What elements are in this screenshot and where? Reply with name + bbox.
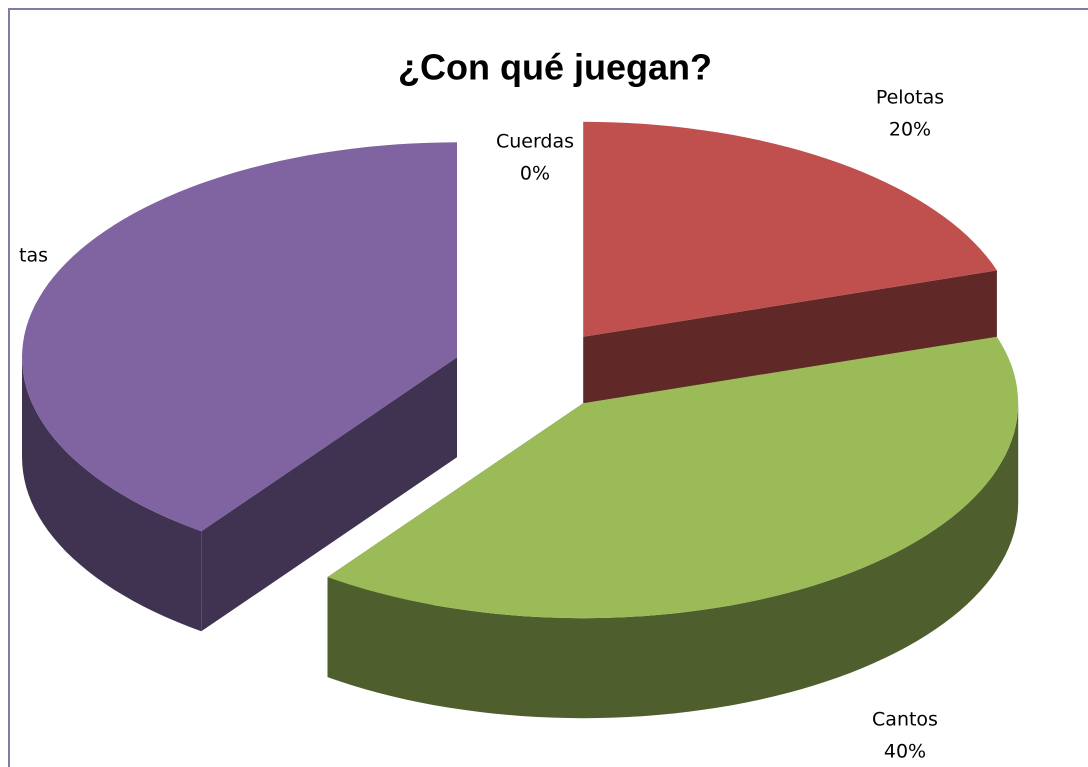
slice-top [327, 336, 1019, 619]
chart-title: ¿Con qué juegan? [398, 47, 712, 88]
value-label: 40% [884, 741, 926, 763]
value-label: 20% [889, 119, 931, 141]
category-label: Pelotas [876, 87, 944, 109]
category-label: Cuerdas [496, 131, 574, 153]
category-label: tas [19, 245, 48, 267]
slice-rim [22, 357, 202, 632]
slice-side [201, 357, 457, 632]
value-label: 0% [520, 163, 550, 185]
slice-top [583, 121, 997, 337]
slice-rim [327, 403, 1019, 719]
slice-top [22, 142, 457, 532]
category-label: Cantos [872, 709, 938, 731]
